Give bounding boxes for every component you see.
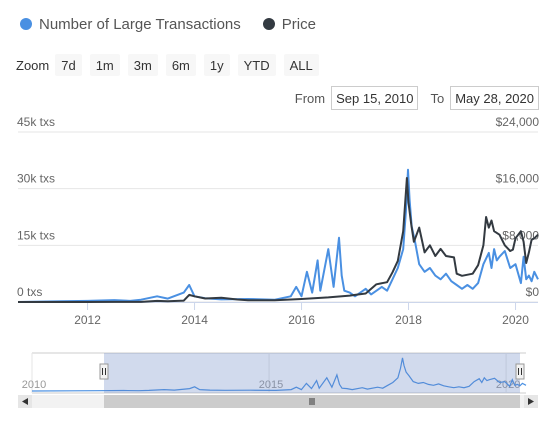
zoom-all-button[interactable]: ALL bbox=[283, 54, 319, 76]
series-line-large-transactions bbox=[17, 168, 539, 303]
navigator-tick-label: 2010 bbox=[22, 379, 46, 391]
x-tick-label: 2012 bbox=[74, 313, 101, 327]
x-tick-label: 2020 bbox=[502, 313, 529, 327]
zoom-7d-button[interactable]: 7d bbox=[55, 54, 82, 76]
x-tick-label: 2014 bbox=[181, 313, 208, 327]
chart-legend: Number of Large Transactions Price bbox=[20, 13, 338, 35]
zoom-label: Zoom bbox=[16, 57, 50, 73]
date-range-selector: From Sep 15, 2010 To May 28, 2020 bbox=[283, 86, 539, 110]
zoom-6m-button[interactable]: 6m bbox=[165, 54, 196, 76]
y-left-tick-label: 45k txs bbox=[17, 115, 55, 129]
navigator-right-handle[interactable] bbox=[515, 363, 525, 380]
scroll-left-arrow-icon bbox=[22, 398, 28, 405]
navigator-left-handle[interactable] bbox=[99, 363, 109, 380]
to-date-input[interactable]: May 28, 2020 bbox=[450, 86, 539, 110]
handle-grip-icon bbox=[515, 363, 525, 380]
y-right-tick-label: $8,000 bbox=[502, 228, 539, 242]
y-left-tick-label: 15k txs bbox=[17, 228, 55, 242]
x-tick-label: 2016 bbox=[288, 313, 315, 327]
legend-item-price[interactable]: Price bbox=[262, 15, 316, 33]
legend-dot-icon bbox=[20, 18, 32, 30]
zoom-1m-button[interactable]: 1m bbox=[89, 54, 120, 76]
from-date-input[interactable]: Sep 15, 2010 bbox=[331, 86, 419, 110]
handle-grip-icon bbox=[99, 363, 109, 380]
y-right-tick-label: $0 bbox=[526, 285, 540, 299]
navigator-series-line bbox=[31, 357, 527, 392]
y-right-tick-label: $16,000 bbox=[496, 172, 540, 186]
legend-label: Number of Large Transactions bbox=[39, 15, 241, 33]
legend-dot-icon bbox=[262, 18, 275, 30]
y-left-tick-label: 30k txs bbox=[17, 172, 55, 186]
series-line-price bbox=[18, 177, 539, 303]
navigator-selected-range[interactable] bbox=[104, 353, 520, 393]
navigator-tick-label: 2015 bbox=[259, 379, 283, 391]
zoom-bar: Zoom 7d 1m 3m 6m 1y YTD ALL bbox=[16, 54, 327, 76]
zoom-3m-button[interactable]: 3m bbox=[127, 54, 158, 76]
x-tick-label: 2018 bbox=[395, 313, 422, 327]
legend-label: Price bbox=[281, 15, 316, 33]
zoom-1y-button[interactable]: 1y bbox=[203, 54, 230, 76]
y-right-tick-label: $24,000 bbox=[496, 115, 540, 129]
y-left-tick-label: 0 txs bbox=[17, 285, 42, 299]
legend-item-large-transactions[interactable]: Number of Large Transactions bbox=[20, 16, 241, 33]
from-label: From bbox=[294, 90, 326, 106]
to-label: To bbox=[430, 90, 445, 106]
zoom-ytd-button[interactable]: YTD bbox=[237, 54, 276, 76]
scroll-right-arrow-icon bbox=[528, 398, 534, 405]
